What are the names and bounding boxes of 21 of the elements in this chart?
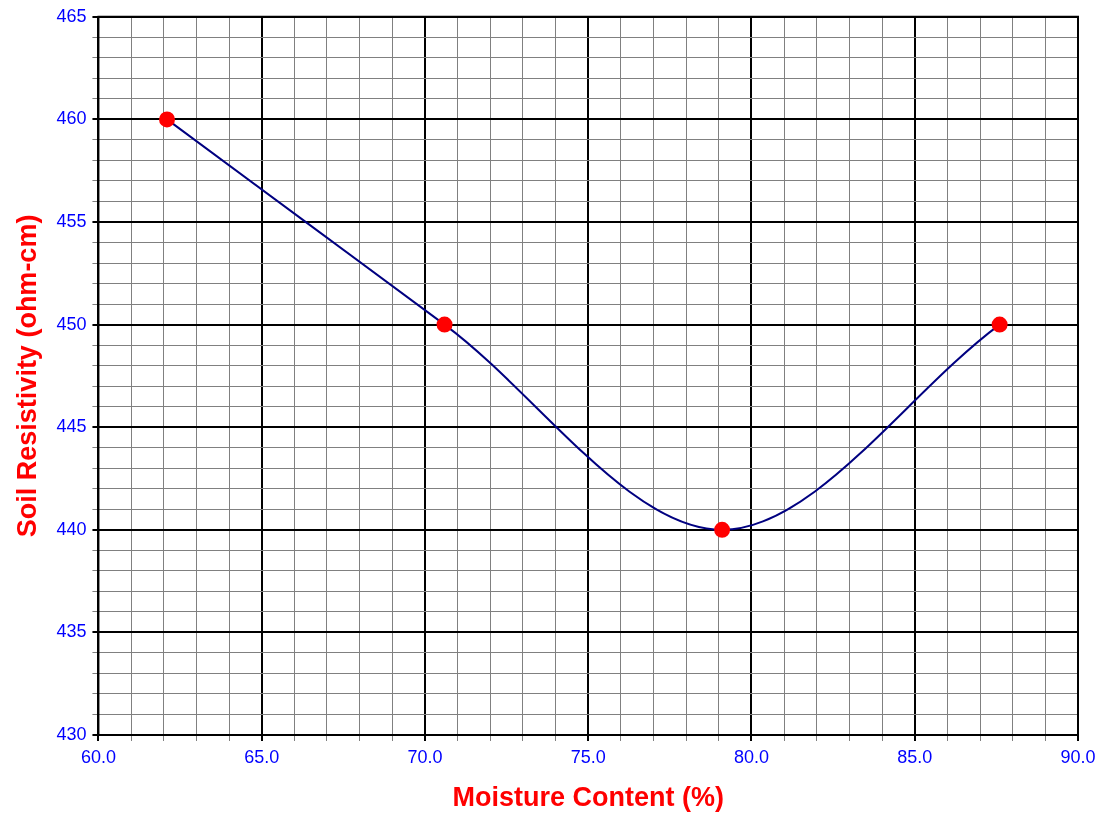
x-tick-label: 65.0 bbox=[244, 746, 280, 767]
point bbox=[436, 316, 453, 333]
y-tick-label: 455 bbox=[56, 210, 87, 231]
x-tick-label: 75.0 bbox=[570, 746, 606, 767]
x-tick-label: 60.0 bbox=[80, 746, 116, 767]
y-tick-label: 440 bbox=[56, 518, 87, 539]
point bbox=[159, 111, 175, 128]
y-axis-title: Soil Resistivity (ohm-cm) bbox=[11, 214, 42, 538]
y-tick-label: 445 bbox=[56, 416, 87, 437]
point bbox=[714, 521, 731, 538]
x-tick-label: 85.0 bbox=[897, 746, 933, 767]
x-axis-title: Moisture Content (%) bbox=[452, 782, 724, 813]
y-tick-label: 435 bbox=[56, 621, 87, 642]
y-tick-label: 450 bbox=[56, 313, 87, 334]
y-tick-label: 465 bbox=[56, 5, 87, 26]
y-tick-label: 460 bbox=[56, 108, 87, 129]
point bbox=[991, 316, 1008, 333]
y-tick-label: 430 bbox=[56, 723, 87, 744]
x-tick-label: 80.0 bbox=[733, 746, 769, 767]
x-tick-label: 70.0 bbox=[407, 746, 443, 767]
x-tick-label: 90.0 bbox=[1060, 746, 1096, 767]
